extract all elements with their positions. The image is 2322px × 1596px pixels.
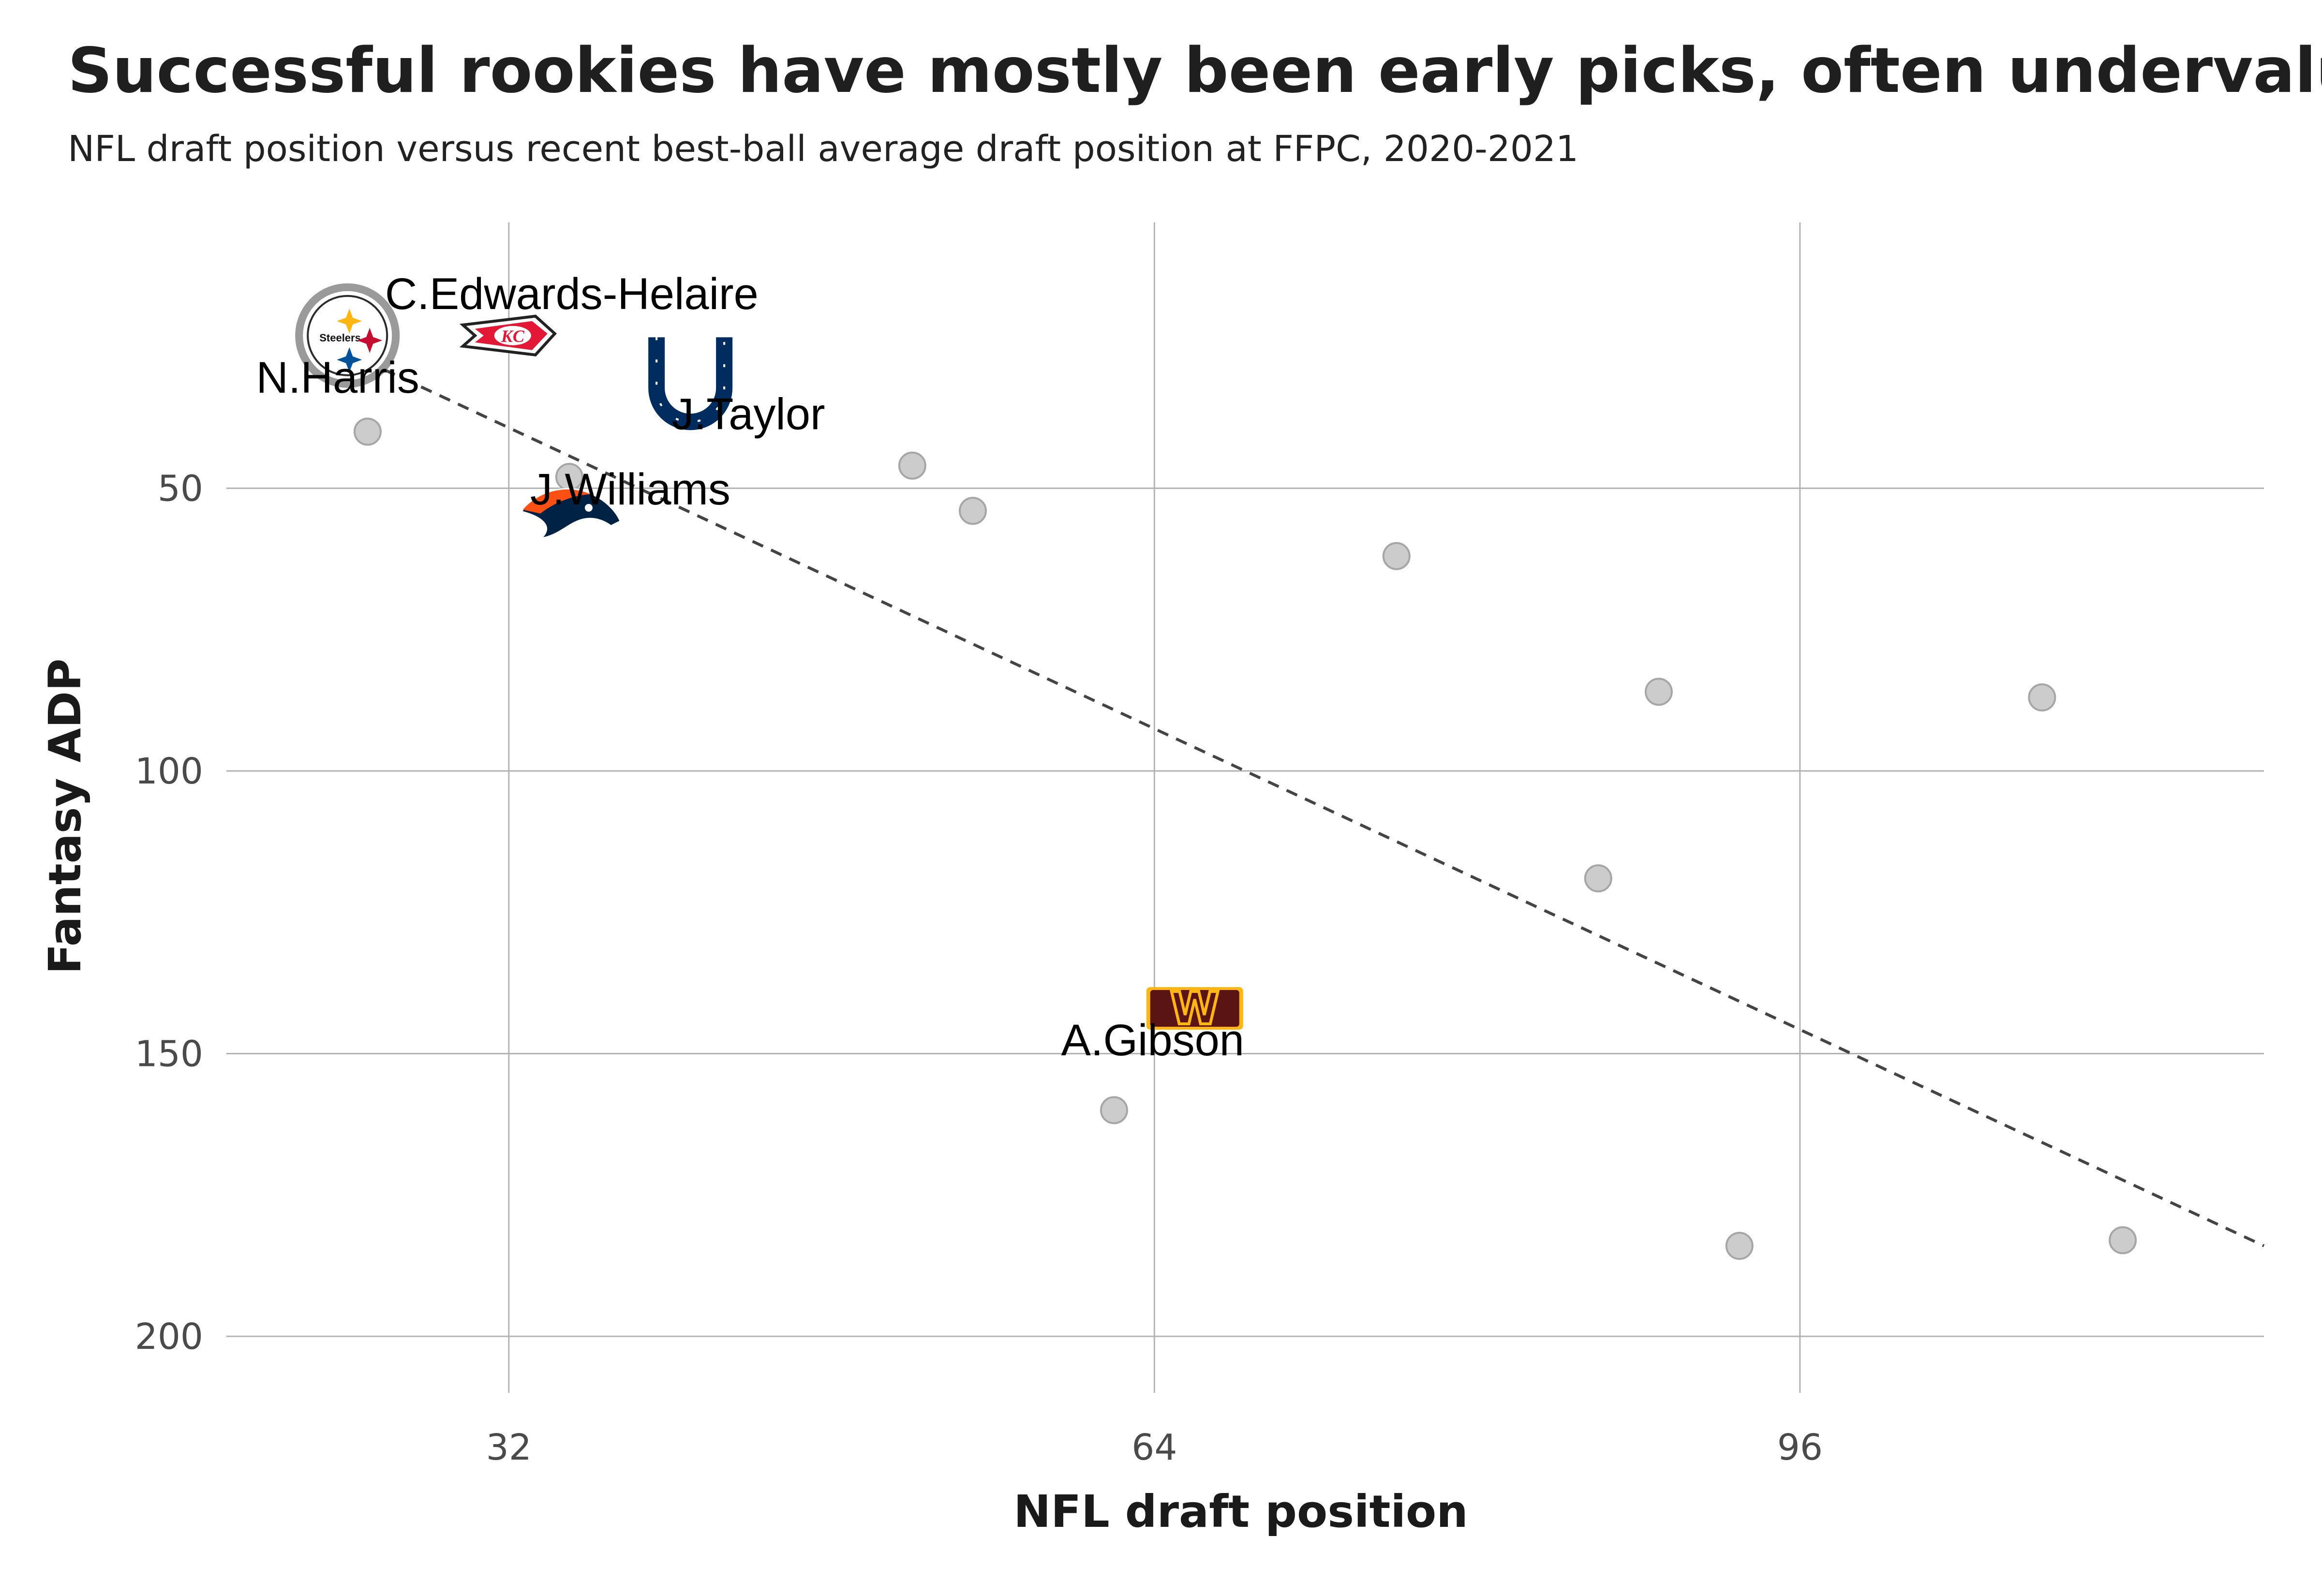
y-tick-label-50: 50 bbox=[158, 468, 203, 509]
point-label: N.Harris bbox=[256, 353, 419, 402]
x-axis-title: NFL draft position bbox=[1013, 1486, 1468, 1537]
point-label: J.Taylor bbox=[672, 389, 825, 439]
svg-text:W: W bbox=[1170, 983, 1219, 1034]
chiefs-logo: KC bbox=[459, 314, 557, 356]
scatter-point bbox=[898, 451, 926, 480]
x-tick-label-96: 96 bbox=[1777, 1427, 1823, 1468]
x-tick-label-64: 64 bbox=[1131, 1427, 1177, 1468]
point-layer bbox=[353, 417, 2137, 1260]
scatter-point bbox=[1382, 542, 1411, 570]
scatter-point bbox=[1725, 1232, 1754, 1260]
scatter-point bbox=[1100, 1096, 1128, 1124]
point-label: C.Edwards-Helaire bbox=[385, 269, 759, 319]
trend-line bbox=[346, 351, 2265, 1247]
x-tick-label-32: 32 bbox=[486, 1427, 532, 1468]
point-labels: N.Harris C.Edwards-Helaire J.Taylor J.Willi… bbox=[256, 269, 1244, 1065]
scatter-point bbox=[1584, 864, 1612, 893]
grid-layer bbox=[226, 222, 2264, 1393]
colts-logo bbox=[648, 337, 733, 430]
svg-text:Steelers: Steelers bbox=[319, 332, 361, 344]
chart-title: Successful rookies have mostly been earl… bbox=[68, 35, 2322, 107]
y-tick-label-200: 200 bbox=[135, 1316, 203, 1358]
point-label: J.Williams bbox=[530, 465, 730, 514]
scatter-point bbox=[2028, 683, 2056, 712]
chart-subtitle: NFL draft position versus recent best-ba… bbox=[68, 128, 1578, 170]
steelers-logo: Steelers bbox=[295, 283, 400, 388]
tick-labels: 32 64 96 50 100 150 200 bbox=[135, 468, 1823, 1468]
y-tick-label-100: 100 bbox=[135, 751, 203, 792]
scatter-point bbox=[959, 497, 987, 525]
scatter-point bbox=[1644, 678, 1673, 706]
y-axis-title: Fantasy ADP bbox=[39, 659, 91, 975]
point-label: A.Gibson bbox=[1061, 1016, 1244, 1065]
scatter-point bbox=[353, 417, 382, 446]
scatter-point bbox=[2109, 1226, 2137, 1255]
svg-text:KC: KC bbox=[501, 326, 525, 346]
commanders-logo: W bbox=[1146, 981, 1243, 1036]
broncos-logo bbox=[519, 488, 622, 540]
y-tick-label-150: 150 bbox=[135, 1034, 203, 1075]
trend-layer bbox=[346, 351, 2265, 1247]
team-logos: Steelers KC W bbox=[295, 283, 1243, 1036]
